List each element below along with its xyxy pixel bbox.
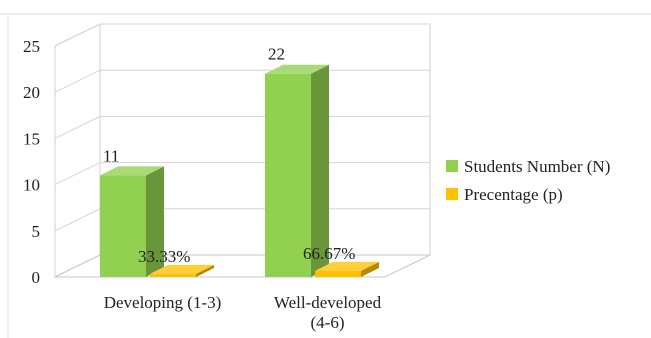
y-tick-label-3: 15	[23, 129, 40, 148]
bar-top-0-0	[100, 166, 164, 176]
legend-swatch-0	[446, 160, 458, 172]
bar-top-1-0	[150, 264, 214, 274]
x-category-label-1-0: Well-developed	[274, 293, 382, 312]
bar-top-1-1	[315, 261, 379, 271]
y-tick-label-4: 20	[23, 83, 40, 102]
bar-0-1	[265, 64, 329, 277]
y-tick-label-0: 0	[32, 268, 41, 287]
y-tick-label-5: 25	[23, 37, 40, 56]
bar-1-0	[150, 264, 214, 277]
x-category-label-0-0: Developing (1-3)	[104, 293, 222, 312]
bar-side-0-1	[311, 64, 329, 277]
bar-top-0-1	[265, 64, 329, 74]
legend-swatch-1	[446, 188, 458, 200]
bar-front-1-1	[315, 270, 361, 277]
data-label-0-1: 22	[268, 45, 285, 64]
data-label-1-1: 66.67%	[303, 244, 355, 263]
bar-front-1-0	[150, 273, 196, 277]
bar-front-0-1	[265, 73, 311, 277]
data-label-0-0: 11	[103, 146, 119, 165]
bar-1-1	[315, 261, 379, 277]
y-tick-label-1: 5	[32, 222, 41, 241]
bar-side-1-1	[361, 261, 379, 277]
data-label-1-0: 33.33%	[138, 247, 190, 266]
bar-0-0	[100, 166, 164, 277]
bar-side-0-0	[146, 166, 164, 277]
y-tick-label-2: 10	[23, 176, 40, 195]
gridline-5	[54, 23, 430, 47]
bar-front-0-0	[100, 175, 146, 277]
bar-side-1-0	[196, 264, 214, 277]
legend-label-0: Students Number (N)	[464, 157, 610, 176]
legend-label-1: Precentage (p)	[464, 185, 563, 204]
x-category-label-1-1: (4-6)	[311, 313, 345, 332]
side-wall	[54, 23, 101, 278]
